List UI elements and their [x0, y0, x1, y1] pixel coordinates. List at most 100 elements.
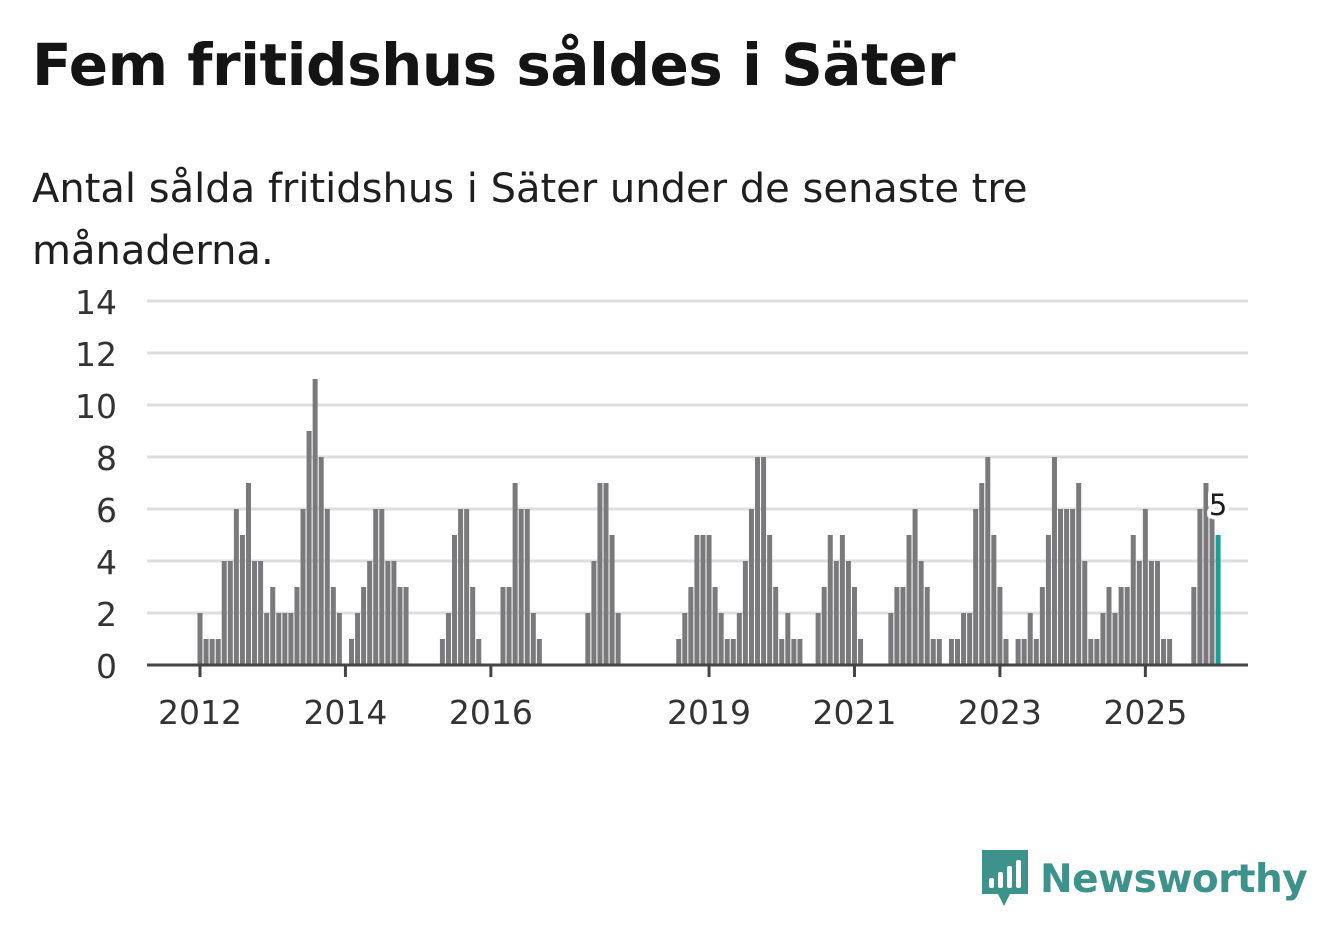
y-tick-label: 14	[75, 283, 117, 322]
bar	[894, 587, 900, 665]
bar	[1100, 613, 1106, 665]
bar	[215, 639, 221, 665]
bar	[397, 587, 403, 665]
bar	[1203, 483, 1209, 665]
bar	[373, 509, 379, 665]
bar	[203, 639, 209, 665]
bar	[1112, 613, 1118, 665]
bar	[603, 483, 609, 665]
bar	[912, 509, 918, 665]
bar	[888, 613, 894, 665]
bar	[476, 639, 482, 665]
y-tick-label: 12	[75, 335, 117, 374]
bar	[1039, 587, 1045, 665]
bar	[252, 561, 258, 665]
bar	[336, 613, 342, 665]
last-value-label: 5	[1209, 488, 1227, 522]
bar	[839, 535, 845, 665]
bar	[1106, 587, 1112, 665]
bar	[239, 535, 245, 665]
x-tick-label: 2023	[958, 693, 1042, 732]
bar	[773, 587, 779, 665]
bar	[597, 483, 603, 665]
bar	[282, 613, 288, 665]
bar	[1015, 639, 1021, 665]
bar	[591, 561, 597, 665]
bar	[536, 639, 542, 665]
x-axis	[147, 663, 1248, 677]
y-tick-label: 6	[96, 491, 117, 530]
bar	[833, 561, 839, 665]
bar	[851, 587, 857, 665]
bar	[294, 587, 300, 665]
bar	[767, 535, 773, 665]
bar	[748, 509, 754, 665]
bar	[585, 613, 591, 665]
bar	[1064, 509, 1070, 665]
bar	[1021, 639, 1027, 665]
bar	[785, 613, 791, 665]
bar	[991, 535, 997, 665]
chart-subtitle: Antal sålda fritidshus i Säter under de …	[32, 166, 1028, 274]
bar	[997, 587, 1003, 665]
bar	[330, 587, 336, 665]
bar	[221, 561, 227, 665]
bar	[464, 509, 470, 665]
x-tick-label: 2025	[1103, 693, 1187, 732]
bar	[245, 483, 251, 665]
bar	[506, 587, 512, 665]
bar	[676, 639, 682, 665]
bar	[979, 483, 985, 665]
bar	[706, 535, 712, 665]
bar	[379, 509, 385, 665]
bar	[1154, 561, 1160, 665]
chart-title: Fem fritidshus såldes i Säter	[32, 31, 956, 99]
bar	[858, 639, 864, 665]
bar	[700, 535, 706, 665]
bar	[1088, 639, 1094, 665]
bar	[324, 509, 330, 665]
bar	[1003, 639, 1009, 665]
bar	[845, 561, 851, 665]
bar	[1027, 613, 1033, 665]
bar	[270, 587, 276, 665]
bar	[900, 587, 906, 665]
bar	[694, 535, 700, 665]
bar	[500, 587, 506, 665]
y-tick-label: 0	[96, 647, 117, 686]
bar	[530, 613, 536, 665]
bar	[930, 639, 936, 665]
bar	[264, 613, 270, 665]
bar	[797, 639, 803, 665]
bar	[1209, 509, 1215, 665]
bar	[1082, 561, 1088, 665]
bar	[712, 587, 718, 665]
bar	[827, 535, 833, 665]
bar	[918, 561, 924, 665]
bar	[961, 613, 967, 665]
bar	[452, 535, 458, 665]
bar	[367, 561, 373, 665]
bar	[233, 509, 239, 665]
bar	[1070, 509, 1076, 665]
bar	[445, 613, 451, 665]
bar	[1094, 639, 1100, 665]
bar	[948, 639, 954, 665]
bar	[724, 639, 730, 665]
bar	[276, 613, 282, 665]
bar	[1130, 535, 1136, 665]
y-axis-tick-labels: 0 2 4 6 8 10 12 14	[75, 283, 117, 686]
bar	[318, 457, 324, 665]
bar	[985, 457, 991, 665]
y-tick-label: 10	[75, 387, 117, 426]
bar	[385, 561, 391, 665]
bar	[1167, 639, 1173, 665]
brand-logo: Newsworthy	[980, 848, 1308, 910]
bar	[761, 457, 767, 665]
bars	[197, 379, 1221, 665]
bar	[227, 561, 233, 665]
x-tick-label: 2014	[303, 693, 387, 732]
bar	[1124, 587, 1130, 665]
bar	[1051, 457, 1057, 665]
bar	[791, 639, 797, 665]
